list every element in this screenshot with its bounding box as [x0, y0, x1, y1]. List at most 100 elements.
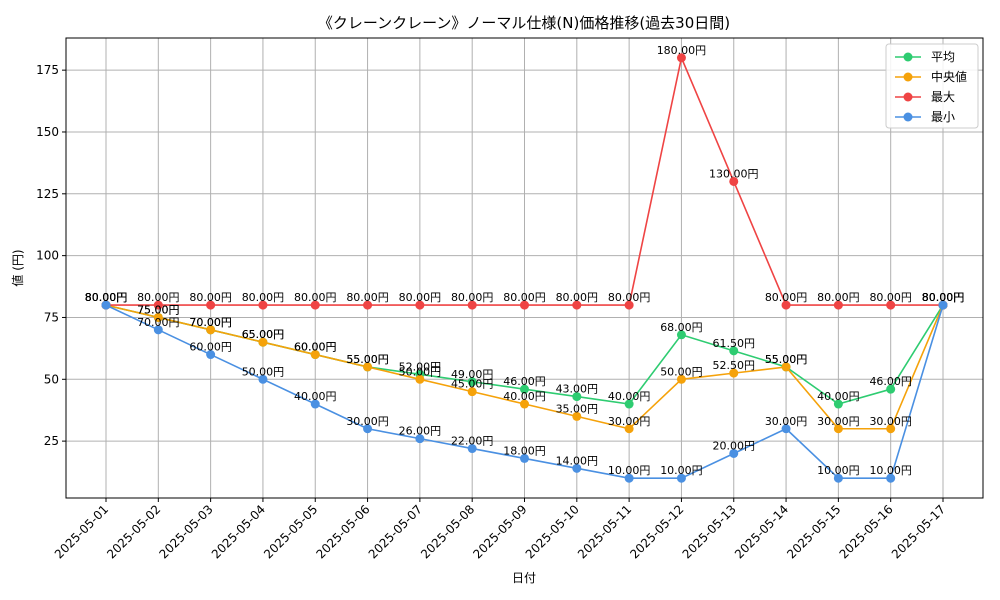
grid [66, 38, 983, 498]
data-point [415, 374, 425, 384]
data-label: 30.00円 [817, 415, 860, 428]
legend-label: 最大 [931, 90, 955, 104]
data-label: 80.00円 [294, 291, 337, 304]
data-point [363, 362, 373, 372]
data-point [467, 387, 477, 397]
data-point [886, 384, 896, 394]
data-point [676, 374, 686, 384]
x-tick-label: 2025-05-03 [157, 502, 216, 561]
x-tick-label: 2025-05-12 [627, 502, 686, 561]
legend-swatch-marker [903, 112, 913, 122]
x-tick-label: 2025-05-16 [837, 502, 896, 561]
data-label: 80.00円 [399, 291, 442, 304]
x-tick-label: 2025-05-01 [52, 502, 111, 561]
data-label: 52.50円 [713, 359, 756, 372]
data-point [624, 424, 634, 434]
data-label: 10.00円 [608, 464, 651, 477]
legend-label: 中央値 [931, 69, 967, 84]
data-label: 180.00円 [657, 44, 707, 57]
data-point [833, 473, 843, 483]
data-label: 70.00円 [137, 316, 180, 329]
data-point [729, 368, 739, 378]
data-label: 55.00円 [346, 353, 389, 366]
data-label: 14.00円 [556, 454, 599, 467]
data-point [206, 325, 216, 335]
data-label: 80.00円 [85, 291, 128, 304]
legend-label: 平均 [931, 50, 955, 64]
data-label: 80.00円 [922, 291, 965, 304]
data-point [101, 300, 111, 310]
x-axis-label: 日付 [512, 571, 536, 585]
data-point [572, 392, 582, 402]
data-label: 46.00円 [869, 375, 912, 388]
data-label: 40.00円 [608, 390, 651, 403]
data-label: 30.00円 [869, 415, 912, 428]
data-labels: 80.00円75.00円70.00円65.00円60.00円55.00円52.0… [85, 44, 965, 477]
y-tick-label: 175 [36, 63, 59, 77]
series-layer [101, 53, 948, 483]
data-point [729, 346, 739, 356]
legend-swatch-marker [903, 52, 913, 62]
data-label: 30.00円 [765, 415, 808, 428]
data-label: 65.00円 [242, 328, 285, 341]
data-point [781, 362, 791, 372]
data-label: 80.00円 [242, 291, 285, 304]
data-label: 50.00円 [399, 365, 442, 378]
legend-item: 最小 [895, 110, 955, 124]
legend-box [885, 43, 979, 129]
data-label: 45.00円 [451, 378, 494, 391]
data-label: 80.00円 [869, 291, 912, 304]
x-tick-label: 2025-05-17 [889, 502, 948, 561]
data-label: 40.00円 [817, 390, 860, 403]
data-label: 52.00円 [399, 360, 442, 373]
data-label: 80.00円 [189, 291, 232, 304]
data-point [572, 300, 582, 310]
data-label: 80.00円 [817, 291, 860, 304]
data-label: 43.00円 [556, 383, 599, 396]
data-point [467, 444, 477, 454]
data-label: 70.00円 [189, 316, 232, 329]
data-point [624, 399, 634, 409]
data-label: 80.00円 [608, 291, 651, 304]
data-label: 68.00円 [660, 321, 703, 334]
data-point [676, 330, 686, 340]
data-label: 55.00円 [765, 353, 808, 366]
data-point [624, 473, 634, 483]
data-point [729, 176, 739, 186]
data-point [781, 300, 791, 310]
data-point [206, 300, 216, 310]
data-point [467, 377, 477, 387]
legend-item: 中央値 [895, 69, 967, 84]
y-tick-label: 50 [44, 372, 59, 386]
y-tick-label: 100 [36, 249, 59, 263]
x-tick-label: 2025-05-05 [261, 502, 320, 561]
data-point [520, 399, 529, 409]
data-label: 80.00円 [503, 291, 546, 304]
data-point [258, 337, 268, 347]
data-label: 50.00円 [242, 365, 285, 378]
data-point [572, 463, 582, 473]
data-label: 10.00円 [869, 464, 912, 477]
data-point [520, 384, 529, 394]
data-point [363, 424, 373, 434]
data-point [886, 473, 896, 483]
data-point [415, 300, 425, 310]
data-label: 80.00円 [922, 291, 965, 304]
data-label: 80.00円 [85, 291, 128, 304]
data-label: 60.00円 [189, 341, 232, 354]
data-point [258, 374, 268, 384]
data-label: 40.00円 [294, 390, 337, 403]
data-label: 18.00円 [503, 444, 546, 457]
data-label: 70.00円 [189, 316, 232, 329]
x-tick-label: 2025-05-06 [313, 502, 372, 561]
x-tick-label: 2025-05-15 [784, 502, 843, 561]
data-point [153, 300, 163, 310]
data-label: 80.00円 [556, 291, 599, 304]
series-4 [101, 300, 948, 483]
data-label: 26.00円 [399, 425, 442, 438]
data-label: 40.00円 [503, 390, 546, 403]
y-tick-label: 75 [44, 310, 59, 324]
data-label: 130.00円 [709, 167, 759, 180]
data-label: 22.00円 [451, 435, 494, 448]
